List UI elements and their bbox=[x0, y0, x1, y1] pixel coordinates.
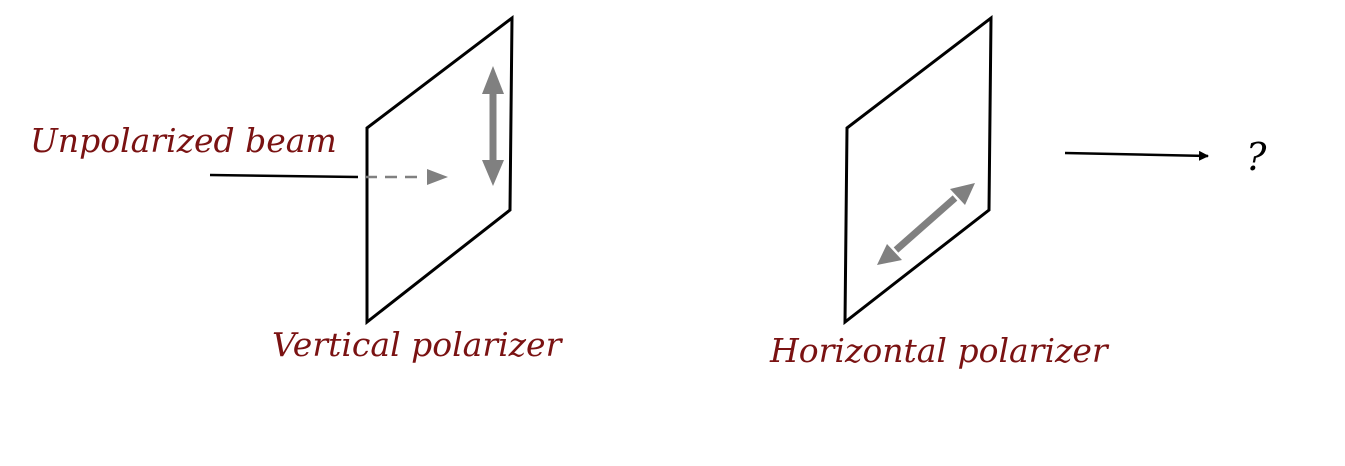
output-arrow bbox=[1064, 150, 1209, 161]
horizontal-polarizer-frame bbox=[843, 14, 993, 326]
horizontal-polarization-arrow bbox=[877, 183, 975, 265]
vertical-polarizer-label: Vertical polarizer bbox=[272, 325, 564, 364]
unpolarized-beam-label: Unpolarized beam bbox=[30, 121, 337, 160]
incoming-beam-line bbox=[209, 173, 359, 179]
transmitted-beam-arrowhead bbox=[427, 169, 448, 185]
vertical-polarizer-frame bbox=[365, 14, 514, 326]
vertical-polarization-arrow bbox=[482, 66, 504, 186]
horizontal-polarizer-label: Horizontal polarizer bbox=[769, 331, 1110, 370]
unknown-output-label: ? bbox=[1246, 135, 1267, 179]
